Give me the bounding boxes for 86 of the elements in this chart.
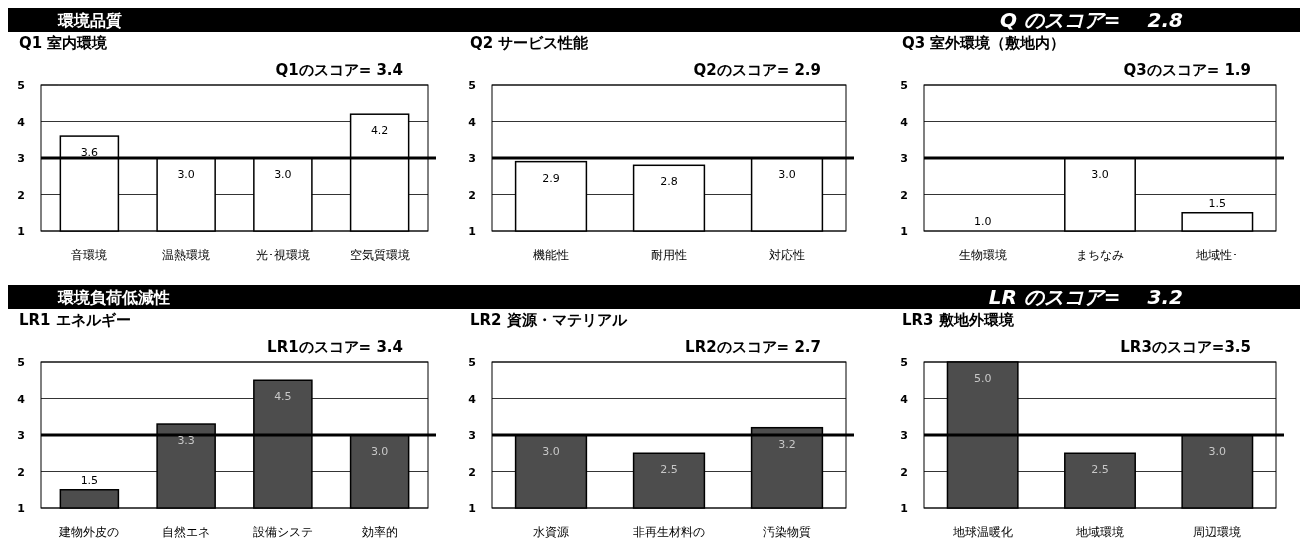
y-tick-label: 3	[468, 429, 476, 442]
y-tick-label: 3	[900, 429, 908, 442]
y-tick-label: 1	[468, 502, 476, 515]
chart-title: Q2 サービス性能	[470, 34, 590, 52]
y-tick-label: 2	[17, 465, 25, 479]
data-label: 3.0	[370, 445, 389, 458]
y-tick-label: 4	[17, 115, 26, 129]
data-label: 3.2	[778, 437, 796, 451]
y-tick-label: 4	[468, 115, 477, 129]
x-tick-label: 建物外皮の	[58, 525, 120, 539]
x-tick-label: 光･視環境	[255, 248, 310, 262]
x-tick-label: 設備システ	[252, 525, 313, 539]
chart-title: LR1 エネルギー	[19, 311, 131, 329]
data-label: 3.0	[177, 168, 195, 181]
y-tick-label: 1	[900, 225, 908, 238]
chart-title: Q3 室外環境（敷地内）	[902, 34, 1066, 52]
data-label: 3.0	[542, 445, 560, 458]
x-tick-label: まちなみ	[1076, 248, 1124, 262]
y-tick-label: 5	[17, 356, 25, 369]
text: 環境品質	[57, 11, 122, 30]
chart-subtitle: LR3のスコア=3.5	[1120, 338, 1251, 356]
y-tick-label: 2	[468, 188, 476, 202]
x-tick-label: 耐用性	[651, 248, 687, 262]
x-tick-label: 地域性･	[1195, 248, 1239, 262]
chart-title: Q1 室内環境	[19, 34, 109, 52]
data-label: 5.0	[973, 372, 992, 385]
x-tick-label: 汚染物質	[763, 525, 811, 539]
text: Q のスコア= 2.8	[999, 8, 1184, 32]
x-tick-label: 温熱環境	[162, 248, 211, 262]
y-tick-label: 2	[900, 465, 908, 479]
data-label: 4.5	[274, 390, 292, 404]
x-tick-label: 水資源	[533, 525, 569, 539]
data-label: 2.8	[660, 175, 678, 189]
chart-title: LR3 敷地外環境	[902, 311, 1015, 329]
data-label: 3.0	[1208, 445, 1227, 458]
y-tick-label: 1	[468, 225, 476, 238]
x-tick-label: 機能性	[533, 248, 569, 262]
x-tick-label: 地域環境	[1075, 525, 1124, 539]
x-tick-label: 対応性	[769, 248, 805, 262]
x-tick-label: 非再生材料の	[633, 525, 705, 539]
chart-subtitle: Q3のスコア= 1.9	[1123, 61, 1251, 79]
chart-subtitle: LR2のスコア= 2.7	[685, 338, 821, 356]
y-tick-label: 3	[468, 152, 476, 165]
data-label: 3.0	[778, 168, 796, 181]
x-tick-label: 生物環境	[958, 248, 1007, 262]
y-tick-label: 5	[468, 79, 476, 92]
x-tick-label: 周辺環境	[1193, 525, 1242, 539]
x-tick-label: 効率的	[361, 525, 398, 539]
data-label: 3.6	[80, 146, 99, 160]
data-label: 1.5	[80, 473, 99, 487]
y-tick-label: 2	[17, 188, 25, 202]
data-label: 2.5	[660, 463, 678, 477]
chart-title: LR2 資源・マテリアル	[470, 311, 628, 329]
y-tick-label: 5	[468, 356, 476, 369]
data-label: 3.3	[177, 434, 195, 448]
data-label: 1.0	[973, 215, 992, 228]
y-tick-label: 1	[17, 225, 25, 238]
data-label: 2.5	[1091, 463, 1109, 477]
chart-subtitle: LR1のスコア= 3.4	[267, 338, 403, 356]
data-label: 4.2	[370, 124, 389, 138]
chart-subtitle: Q2のスコア= 2.9	[693, 61, 821, 79]
y-tick-label: 4	[900, 392, 909, 406]
data-label: 3.0	[1091, 168, 1109, 181]
y-tick-label: 4	[17, 392, 26, 406]
x-tick-label: 空気質環境	[349, 248, 410, 262]
text: 環境負荷低減性	[57, 288, 170, 307]
chart-subtitle: Q1のスコア= 3.4	[275, 61, 403, 79]
y-tick-label: 2	[468, 465, 476, 479]
y-tick-label: 5	[900, 356, 908, 369]
y-tick-label: 1	[900, 502, 908, 515]
x-tick-label: 自然エネ	[162, 525, 211, 539]
y-tick-label: 3	[17, 152, 25, 165]
y-tick-label: 3	[900, 152, 908, 165]
y-tick-label: 5	[17, 79, 25, 92]
data-label: 3.0	[274, 168, 292, 181]
y-tick-label: 1	[17, 502, 25, 515]
data-label: 1.5	[1208, 196, 1227, 210]
y-tick-label: 3	[17, 429, 25, 442]
x-tick-label: 地球温暖化	[951, 525, 1013, 539]
y-tick-label: 2	[900, 188, 908, 202]
text: LR のスコア= 3.2	[988, 285, 1183, 309]
x-tick-label: 音環境	[71, 248, 108, 262]
y-tick-label: 4	[900, 115, 909, 129]
y-tick-label: 5	[900, 79, 908, 92]
y-tick-label: 4	[468, 392, 477, 406]
data-label: 2.9	[542, 171, 560, 185]
